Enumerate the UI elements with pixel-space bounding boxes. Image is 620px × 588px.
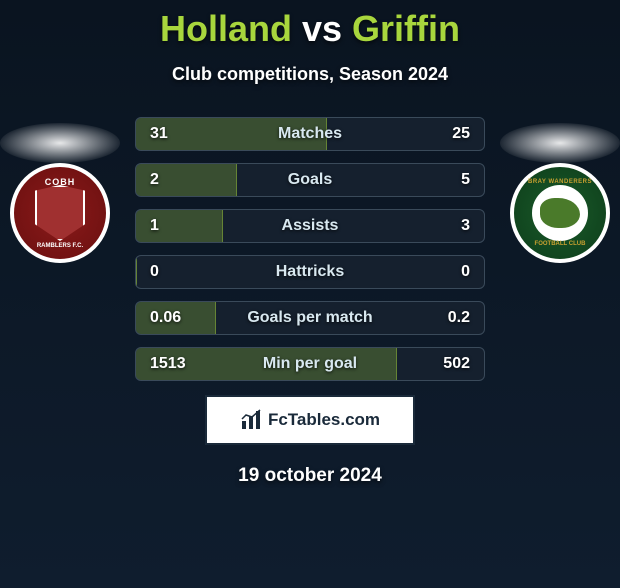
chart-icon [240, 409, 262, 431]
player2-club-crest [510, 163, 610, 293]
stats-container: 31Matches25 2Goals5 1Assists3 0Hattricks0 0.… [135, 117, 485, 381]
player1-name: Holland [160, 8, 292, 49]
subtitle: Club competitions, Season 2024 [0, 64, 620, 85]
stat-label: Min per goal [136, 355, 484, 373]
stat-right-value: 5 [461, 171, 470, 189]
stat-row: 31Matches25 [135, 117, 485, 151]
stat-row: 2Goals5 [135, 163, 485, 197]
stat-label: Hattricks [136, 263, 484, 281]
stat-right-value: 0 [461, 263, 470, 281]
date-text: 19 october 2024 [0, 465, 620, 487]
vs-text: vs [302, 8, 342, 49]
comparison-title: Holland vs Griffin [0, 8, 620, 50]
swan-icon [540, 198, 580, 228]
stat-label: Matches [136, 125, 484, 143]
stat-label: Goals per match [136, 309, 484, 327]
player1-club-crest [10, 163, 110, 293]
stat-right-value: 502 [443, 355, 470, 373]
player2-name: Griffin [352, 8, 460, 49]
brand-badge: FcTables.com [205, 395, 415, 445]
stat-right-value: 25 [452, 125, 470, 143]
stat-right-value: 3 [461, 217, 470, 235]
crest-inner-icon [532, 185, 588, 241]
stat-label: Assists [136, 217, 484, 235]
player2-silhouette [500, 123, 620, 163]
stat-row: 0Hattricks0 [135, 255, 485, 289]
brand-text: FcTables.com [268, 410, 380, 430]
stat-label: Goals [136, 171, 484, 189]
player1-silhouette [0, 123, 120, 163]
bray-crest-icon [510, 163, 610, 263]
cobh-crest-icon [10, 163, 110, 263]
stat-row: 0.06Goals per match0.2 [135, 301, 485, 335]
stat-row: 1513Min per goal502 [135, 347, 485, 381]
stat-right-value: 0.2 [448, 309, 470, 327]
stat-row: 1Assists3 [135, 209, 485, 243]
shield-icon [35, 185, 85, 241]
